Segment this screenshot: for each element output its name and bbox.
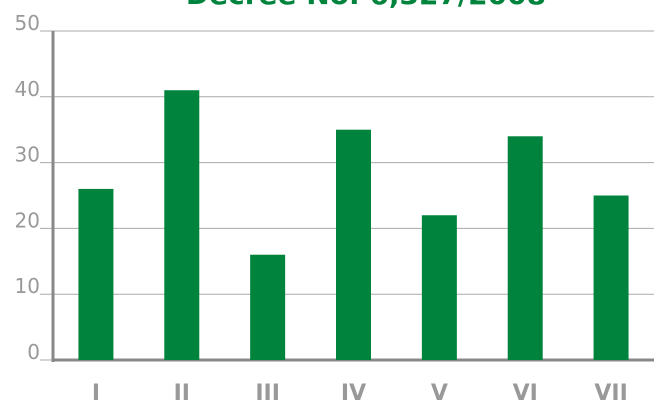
- x-tick-label: VII: [594, 381, 627, 403]
- bar: [250, 254, 286, 360]
- bar: [421, 215, 457, 360]
- y-tick-label: 10: [15, 274, 40, 298]
- y-tick-label: 40: [15, 77, 40, 101]
- bar: [164, 90, 200, 360]
- x-tick-label: IV: [341, 381, 366, 403]
- y-tick-label: 20: [15, 208, 40, 232]
- x-tick-label: II: [174, 381, 190, 403]
- y-tick-label: 50: [15, 11, 40, 35]
- y-tick-label: 0: [27, 340, 40, 364]
- x-tick-label: VI: [513, 381, 538, 403]
- bar: [78, 188, 114, 360]
- bar: [336, 129, 371, 360]
- x-tick-label: V: [431, 381, 448, 403]
- y-tick-label: 30: [15, 143, 40, 167]
- x-tick-label: III: [255, 381, 280, 403]
- x-tick-label: I: [92, 381, 100, 403]
- bar: [593, 195, 629, 360]
- chart-title: Decree No. 6,327/2008: [186, 0, 546, 11]
- bar: [507, 136, 543, 360]
